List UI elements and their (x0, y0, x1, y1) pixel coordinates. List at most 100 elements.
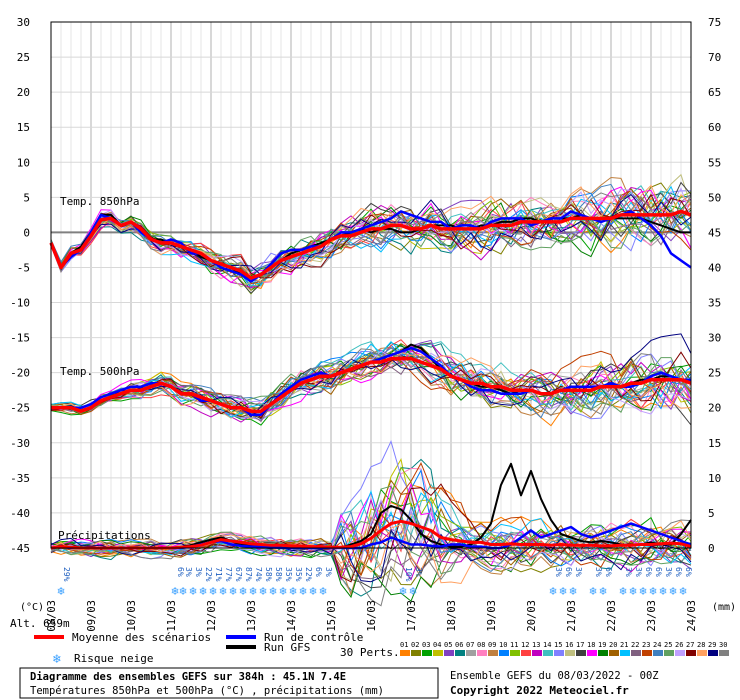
y-right-tick-label: 50 (708, 191, 721, 204)
snow-risk-percent: 87% (244, 567, 253, 582)
legend-control-label: Run de contrôle (264, 631, 363, 644)
snow-risk-percent: 6% (654, 567, 663, 577)
x-tick-label: 16/03 (366, 600, 378, 632)
x-tick-label: 14/03 (286, 600, 298, 632)
pert-legend-swatch (499, 650, 509, 656)
legend-perts-label: 30 Perts. (340, 646, 400, 659)
pert-legend-label: 24 (653, 641, 661, 649)
snow-risk-percent: 3% (194, 567, 203, 577)
pert-legend-label: 10 (499, 641, 507, 649)
snowflake-icon: ❄ (309, 584, 316, 598)
t850-mean-line (49, 209, 692, 280)
y-right-tick-label: 30 (708, 332, 721, 345)
x-tick-label: 24/03 (686, 600, 698, 632)
label-t500: Temp. 500hPa (60, 365, 139, 378)
y-left-tick-label: -25 (10, 402, 30, 415)
snowflake-icon: ❄ (189, 584, 196, 598)
snow-risk-percent: 71% (214, 567, 223, 582)
snow-risk-percent: 58% (264, 567, 273, 582)
y-left-tick-label: -30 (10, 437, 30, 450)
y-left-tick-label: 5 (23, 191, 30, 204)
y-left-tick-label: -45 (10, 542, 30, 555)
snowflake-icon: ❄ (619, 584, 626, 598)
x-tick-label: 17/03 (406, 600, 418, 632)
pert-legend-label: 28 (697, 641, 705, 649)
member-precip-line (50, 520, 692, 585)
footer-box (19, 667, 439, 699)
y-left-tick-label: 30 (17, 16, 30, 29)
snow-risk-percent: 3% (414, 567, 423, 577)
pert-legend-swatch (653, 650, 663, 656)
y-right-tick-label: 20 (708, 402, 721, 415)
pert-legend-label: 14 (543, 641, 551, 649)
snowflake-icon: ❄ (57, 584, 64, 598)
pert-legend-label: 06 (455, 641, 463, 649)
snowflake-icon: ❄ (679, 584, 686, 598)
y-right-tick-label: 60 (708, 121, 721, 134)
pert-legend-swatch (719, 650, 729, 656)
snow-risk-percent: 77% (224, 567, 233, 582)
x-tick-label: 11/03 (166, 600, 178, 632)
pert-legend-label: 27 (686, 641, 694, 649)
pert-legend-label: 08 (477, 641, 485, 649)
snow-risk-percent: 3% (664, 567, 673, 577)
member-precip-line (50, 519, 692, 607)
y-left-tick-label: 25 (17, 51, 30, 64)
footer-copyright: Copyright 2022 Meteociel.fr (450, 684, 629, 697)
y-right-tick-label: 40 (708, 261, 721, 274)
y-right-tick-label: 15 (708, 437, 721, 450)
pert-legend-label: 21 (620, 641, 628, 649)
footer-run-label: Ensemble GEFS du 08/03/2022 - 00Z (450, 670, 659, 682)
y-left-tick-label: 15 (17, 121, 30, 134)
snow-risk-percent: 67% (234, 567, 243, 582)
pert-legend-label: 11 (510, 641, 518, 649)
pert-legend-label: 01 (400, 641, 408, 649)
y-left-tick-label: -5 (17, 261, 30, 274)
snowflake-icon: ❄ (199, 584, 206, 598)
pert-legend-swatch (444, 650, 454, 656)
x-tick-label: 08/03 (46, 600, 58, 632)
pert-legend-swatch (708, 650, 718, 656)
snow-risk-percent: 6% (604, 567, 613, 577)
pert-legend-swatch (488, 650, 498, 656)
y-left-tick-label: 10 (17, 156, 30, 169)
pert-legend-label: 13 (532, 641, 540, 649)
snowflake-icon: ❄ (289, 584, 296, 598)
pert-legend-swatch (521, 650, 531, 656)
pert-legend-label: 12 (521, 641, 529, 649)
y-right-tick-label: 45 (708, 226, 721, 239)
snow-risk-percent: 3% (554, 567, 563, 577)
snowflake-icon: ❄ (209, 584, 216, 598)
pert-legend-label: 30 (719, 641, 727, 649)
x-tick-label: 15/03 (326, 600, 338, 632)
pert-legend-label: 23 (642, 641, 650, 649)
y-right-tick-label: 35 (708, 297, 721, 310)
pert-legend-swatch (642, 650, 652, 656)
y-left-tick-label: -40 (10, 507, 30, 520)
snowflake-icon: ❄ (319, 584, 326, 598)
snowflake-icon: ❄ (279, 584, 286, 598)
pert-legend-swatch (697, 650, 707, 656)
y-right-tick-label: 70 (708, 51, 721, 64)
snowflake-icon: ❄ (229, 584, 236, 598)
member-precip-line (50, 439, 692, 567)
snow-risk-percent: 22% (204, 567, 213, 582)
snowflake-icon: ❄ (639, 584, 646, 598)
snowflake-icon: ❄ (399, 584, 406, 598)
label-t850: Temp. 850hPa (60, 195, 139, 208)
snow-risk-percent: 3% (634, 567, 643, 577)
legend-gfs-label: Run GFS (264, 641, 310, 654)
snow-risk-percent: 6% (314, 567, 323, 577)
snow-risk-percent: 6% (176, 567, 185, 577)
pert-legend-label: 15 (554, 641, 562, 649)
pert-legend-swatch (554, 650, 564, 656)
snow-risk-percent: 6% (644, 567, 653, 577)
pert-legend-swatch (576, 650, 586, 656)
snowflake-icon: ❄ (239, 584, 246, 598)
footer-title: Diagramme des ensembles GEFS sur 384h : … (30, 671, 346, 683)
snowflake-icon: ❄ (409, 584, 416, 598)
member-t850-line (50, 213, 692, 279)
pert-legend-swatch (664, 650, 674, 656)
pert-legend-swatch (411, 650, 421, 656)
